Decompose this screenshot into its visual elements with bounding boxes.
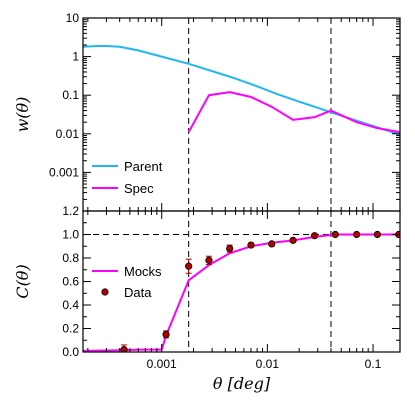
top-y-tick-label: 0.001 bbox=[49, 165, 79, 179]
data-point bbox=[331, 230, 339, 239]
bottom-y-tick-label: 1.2 bbox=[62, 204, 79, 218]
data-point bbox=[268, 240, 276, 248]
legend-data-label: Data bbox=[124, 285, 152, 300]
bottom-y-tick-label: 0.6 bbox=[62, 275, 79, 289]
legend-parent-label: Parent bbox=[124, 159, 163, 174]
data-point bbox=[289, 236, 297, 244]
top-series-spec-line bbox=[187, 91, 400, 134]
bottom-panel-frame bbox=[82, 210, 401, 353]
data-point bbox=[185, 262, 193, 270]
data-point bbox=[373, 230, 382, 239]
data-point bbox=[120, 346, 128, 352]
data-point bbox=[162, 330, 170, 338]
top-y-tick-label: 0.1 bbox=[62, 88, 79, 102]
x-axis-title: θ [deg] bbox=[213, 374, 271, 393]
data-point bbox=[311, 232, 319, 240]
data-point bbox=[205, 256, 213, 264]
bottom-y-tick-label: 0.0 bbox=[62, 345, 79, 359]
bottom-y-tick-label: 0.4 bbox=[62, 298, 79, 312]
top-y-tick-label: 10 bbox=[66, 11, 80, 25]
data-point bbox=[226, 245, 234, 253]
data-point bbox=[247, 241, 255, 249]
x-tick-label: 0.1 bbox=[365, 357, 382, 371]
data-point bbox=[353, 230, 361, 239]
top-y-tick-label: 1 bbox=[72, 50, 79, 64]
bottom-y-tick-label: 0.8 bbox=[62, 251, 79, 265]
x-tick-label: 0.01 bbox=[256, 357, 280, 371]
bottom-y-tick-label: 0.2 bbox=[62, 322, 79, 336]
bottom-y-tick-label: 1.0 bbox=[62, 228, 79, 242]
top-y-tick-label: 0.01 bbox=[56, 127, 80, 141]
top-y-axis-title: w(θ) bbox=[13, 97, 32, 133]
top-series-group bbox=[83, 45, 400, 136]
legend-data-marker bbox=[101, 288, 109, 296]
bottom-y-axis-title: C(θ) bbox=[13, 264, 32, 298]
legend-spec-label: Spec bbox=[124, 181, 154, 196]
legend-mocks-label: Mocks bbox=[124, 264, 162, 279]
x-tick-label: 0.001 bbox=[147, 357, 177, 371]
